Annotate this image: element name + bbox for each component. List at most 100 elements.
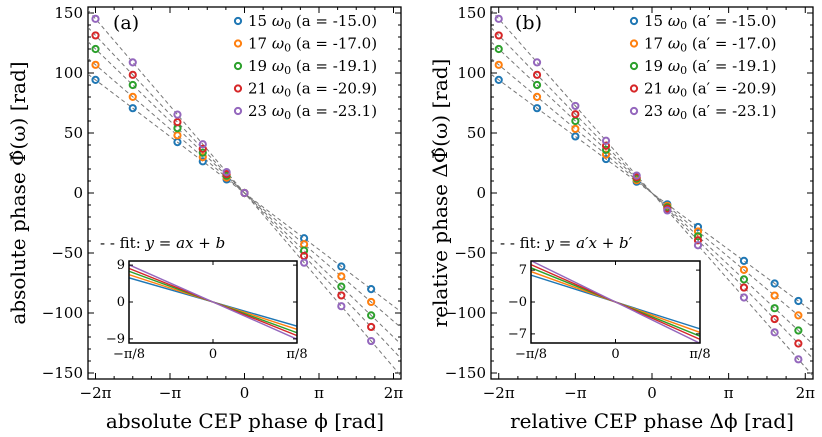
- legend-harmonic: 23: [644, 102, 668, 120]
- data-point: [601, 145, 611, 154]
- legend-omega-sub: 0: [284, 64, 291, 77]
- data-point: [173, 131, 182, 140]
- panel-b-fit-equation: y = a′x + b′: [545, 234, 633, 252]
- y-tick-label: 150: [54, 4, 83, 22]
- data-point: [739, 256, 749, 265]
- data-point: [739, 265, 749, 275]
- legend-entry: 23 ω0 (a = -23.1): [248, 102, 377, 122]
- data-point: [198, 153, 207, 162]
- legend-omega: ω: [668, 80, 680, 98]
- inset-x-tick-label: π/8: [689, 347, 710, 362]
- panel-a: (a) absolute CEP phase ϕ [rad] absolute …: [6, 4, 413, 433]
- data-point: [632, 171, 641, 180]
- data-point: [601, 141, 611, 150]
- legend-marker: [233, 39, 243, 48]
- x-tick-label: −π: [564, 384, 587, 402]
- data-point: [128, 104, 137, 113]
- panel-b-inset: −π/8 0 π/8 −7 −0 7: [508, 260, 711, 362]
- legend-omega: ω: [668, 102, 680, 120]
- data-point: [770, 304, 779, 313]
- data-point: [693, 232, 703, 241]
- data-point: [532, 70, 542, 79]
- fit-line: [491, 9, 813, 377]
- y-tick-label: −150: [445, 364, 486, 382]
- inset-line: [531, 261, 700, 343]
- legend-omega: ω: [272, 80, 284, 98]
- data-point: [494, 75, 503, 85]
- legend-harmonic: 21: [644, 80, 668, 98]
- legend-param: (a′ = -23.1): [687, 102, 776, 120]
- data-point: [494, 31, 503, 40]
- data-point: [601, 136, 611, 145]
- inset-line: [129, 264, 297, 340]
- panel-a-fit-lines: [88, 9, 401, 377]
- inset-y-tick-label: 9: [117, 258, 125, 273]
- data-point: [601, 150, 611, 159]
- data-point: [337, 291, 346, 300]
- panel-a-xlabel: absolute CEP phase ϕ [rad]: [106, 409, 384, 433]
- data-point: [198, 140, 207, 149]
- x-tick-label: 0: [240, 384, 250, 402]
- legend-harmonic: 21: [248, 80, 272, 98]
- data-point: [222, 167, 231, 177]
- x-tick-label: 0: [647, 384, 657, 402]
- legend-harmonic: 23: [248, 102, 272, 120]
- inset-x-tick-label: 0: [611, 347, 619, 362]
- legend-param: (a′ = -19.1): [687, 57, 776, 75]
- y-tick-label: −50: [51, 244, 83, 262]
- data-point: [91, 44, 100, 54]
- data-point: [532, 80, 542, 90]
- legend-marker: [233, 61, 243, 71]
- data-point: [571, 132, 580, 141]
- data-point: [407, 316, 413, 322]
- x-tick-label: −2π: [483, 384, 515, 402]
- inset-y-tick-label: −7: [508, 327, 527, 342]
- panel-a-points: [91, 14, 413, 346]
- legend-param: (a = -23.1): [291, 102, 377, 120]
- y-tick-label: −150: [42, 364, 83, 382]
- legend-omega-sub: 0: [680, 87, 687, 100]
- y-tick-label: −100: [42, 304, 83, 322]
- legend-omega: ω: [668, 12, 680, 30]
- panel-b-ylabel: relative phase ΔΦ̂(ω) [rad]: [428, 59, 452, 328]
- x-tick-label: π: [724, 384, 734, 402]
- data-point: [794, 296, 803, 306]
- legend-omega: ω: [272, 102, 284, 120]
- data-point: [494, 60, 503, 69]
- data-point: [173, 117, 182, 127]
- legend-param: (a = -20.9): [291, 80, 377, 98]
- data-point: [794, 326, 803, 335]
- data-point: [532, 104, 542, 113]
- data-point: [770, 314, 779, 324]
- fit-line: [491, 41, 813, 345]
- data-point: [337, 262, 346, 271]
- data-point: [91, 60, 100, 69]
- data-point: [739, 275, 749, 284]
- legend-omega-sub: 0: [680, 109, 687, 122]
- panel-a-fit-prefix: - - fit:: [100, 234, 141, 252]
- data-point: [367, 322, 376, 332]
- data-point: [367, 336, 376, 346]
- legend-omega-sub: 0: [680, 64, 687, 77]
- data-point: [693, 241, 703, 250]
- x-tick-label: 2π: [384, 384, 404, 402]
- data-point: [367, 311, 376, 320]
- data-point: [198, 144, 207, 153]
- legend-harmonic: 19: [644, 57, 668, 75]
- legend-entry: 15 ω0 (a′ = -15.0): [644, 12, 777, 32]
- data-point: [128, 80, 137, 90]
- inset-x-tick-label: −π/8: [113, 347, 145, 362]
- panel-b: (b) relative CEP phase Δϕ [rad] relative…: [428, 4, 815, 433]
- legend-entry: 19 ω0 (a′ = -19.1): [644, 57, 777, 77]
- data-point: [299, 258, 309, 267]
- legend-entry: 21 ω0 (a = -20.9): [248, 80, 377, 100]
- y-tick-label: 50: [467, 124, 486, 142]
- inset-x-tick-label: −π/8: [515, 347, 547, 362]
- y-tick-label: 100: [457, 64, 486, 82]
- legend-harmonic: 15: [248, 12, 272, 30]
- y-tick-label: 0: [73, 184, 83, 202]
- data-point: [367, 285, 376, 294]
